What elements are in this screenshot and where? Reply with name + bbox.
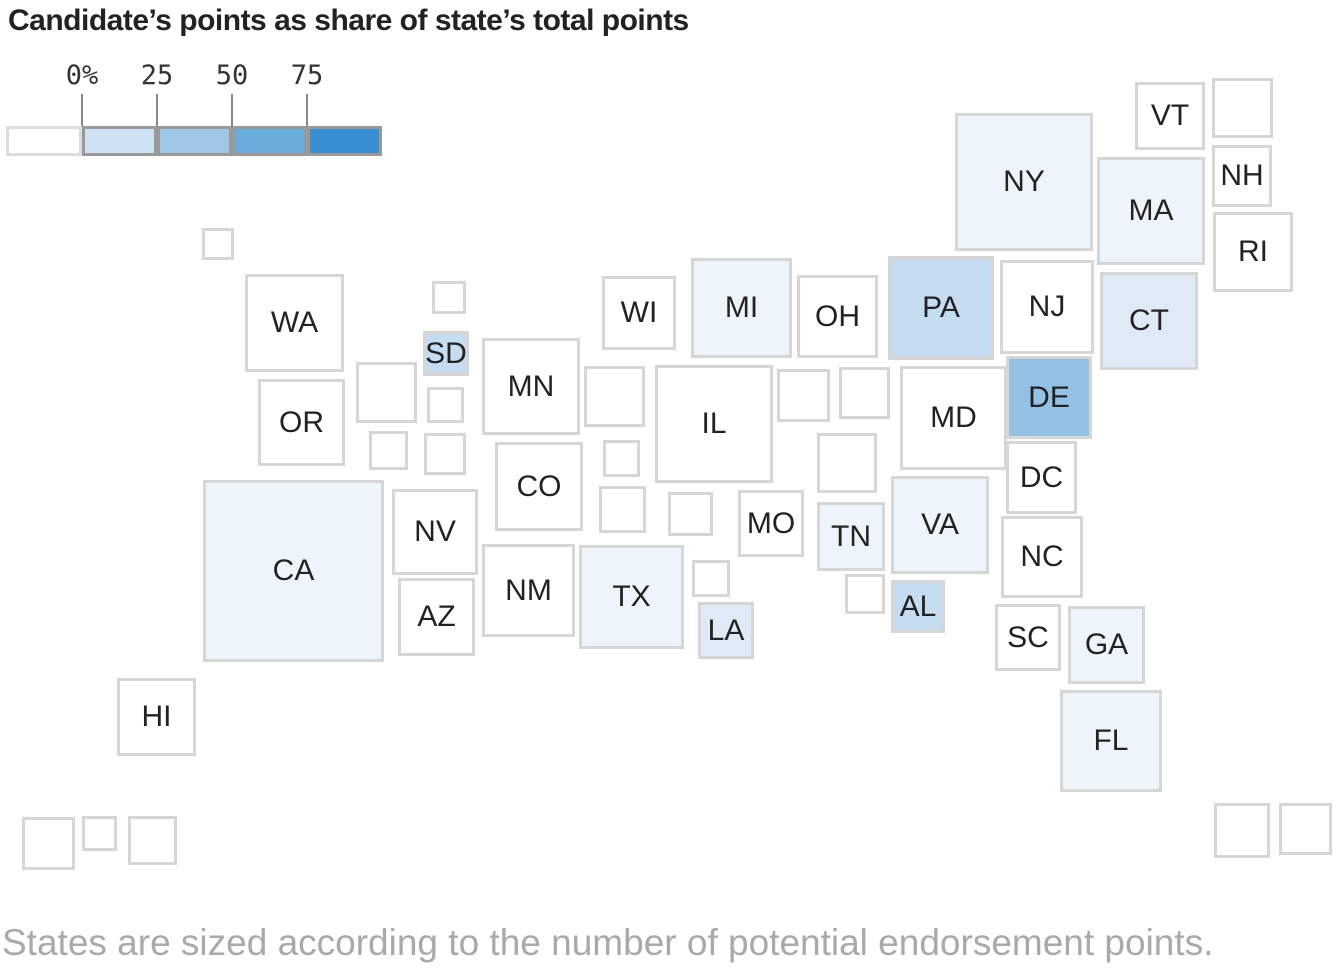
state-tile-ma: MA xyxy=(1097,157,1205,265)
chart-title: Candidate’s points as share of state’s t… xyxy=(8,4,689,37)
state-tile-ct: CT xyxy=(1100,272,1198,370)
state-tile-il: IL xyxy=(655,365,773,483)
state-tile-mo: MO xyxy=(738,490,804,557)
unlabeled-state-tile xyxy=(845,574,885,614)
legend-swatch xyxy=(157,126,232,156)
unlabeled-state-tile xyxy=(432,281,466,314)
state-tile-vt: VT xyxy=(1135,82,1205,150)
legend-tick-label: 75 xyxy=(290,60,324,91)
state-tile-mn: MN xyxy=(482,338,580,435)
state-tile-nh: NH xyxy=(1212,145,1272,207)
legend-tick-label: 50 xyxy=(215,60,249,91)
state-tile-va: VA xyxy=(891,476,989,574)
unlabeled-state-tile xyxy=(1279,803,1332,855)
unlabeled-state-tile xyxy=(1212,78,1273,138)
unlabeled-state-tile xyxy=(777,369,830,422)
unlabeled-state-tile xyxy=(668,492,713,536)
state-tile-or: OR xyxy=(258,379,345,466)
state-tile-md: MD xyxy=(900,366,1007,470)
state-tile-ny: NY xyxy=(955,113,1093,251)
state-tile-pa: PA xyxy=(888,256,994,360)
unlabeled-state-tile xyxy=(692,560,730,597)
unlabeled-state-tile xyxy=(427,387,464,423)
legend-tick xyxy=(81,94,83,126)
state-tile-sc: SC xyxy=(995,604,1061,671)
legend-tick xyxy=(156,94,158,126)
unlabeled-state-tile xyxy=(817,433,877,493)
legend-swatch xyxy=(232,126,307,156)
unlabeled-state-tile xyxy=(584,366,645,427)
unlabeled-state-tile xyxy=(599,486,646,533)
state-tile-wa: WA xyxy=(245,274,344,372)
unlabeled-state-tile xyxy=(369,431,408,470)
state-tile-az: AZ xyxy=(398,578,475,656)
state-tile-la: LA xyxy=(698,602,754,659)
state-tile-tx: TX xyxy=(579,545,684,649)
unlabeled-state-tile xyxy=(839,367,890,419)
state-tile-tn: TN xyxy=(817,502,885,571)
footnote: States are sized according to the number… xyxy=(2,922,1214,963)
unlabeled-state-tile xyxy=(356,362,417,423)
unlabeled-state-tile xyxy=(22,817,75,870)
legend-swatch xyxy=(6,126,82,156)
unlabeled-state-tile xyxy=(1214,803,1270,858)
unlabeled-state-tile xyxy=(603,440,640,477)
state-tile-nv: NV xyxy=(392,489,478,575)
unlabeled-state-tile xyxy=(82,816,117,851)
state-tile-ca: CA xyxy=(203,480,384,662)
state-tile-wi: WI xyxy=(602,276,676,350)
state-tile-de: DE xyxy=(1006,356,1092,439)
state-tile-dc: DC xyxy=(1006,441,1077,514)
legend-tick xyxy=(306,94,308,126)
legend-tick-label: 0% xyxy=(65,60,99,91)
state-tile-ga: GA xyxy=(1068,606,1145,684)
state-tile-nj: NJ xyxy=(1000,260,1094,354)
unlabeled-state-tile xyxy=(128,816,177,865)
legend-swatch xyxy=(82,126,157,156)
color-legend: 0% 25 50 75 xyxy=(0,60,400,170)
state-tile-sd: SD xyxy=(423,331,469,376)
state-tile-oh: OH xyxy=(797,275,878,358)
unlabeled-state-tile xyxy=(202,228,234,260)
state-tile-nc: NC xyxy=(1001,516,1083,598)
cartogram-map: VT NH NY MA RI WA SD WI MI OH PA NJ CT MN OR IL MD DE CO DC… xyxy=(22,78,1332,870)
legend-tick-label: 25 xyxy=(140,60,174,91)
state-tile-mi: MI xyxy=(691,258,792,358)
state-tile-hi: HI xyxy=(117,678,196,756)
legend-tick xyxy=(231,94,233,126)
legend-swatch xyxy=(307,126,382,156)
state-tile-fl: FL xyxy=(1060,690,1162,792)
unlabeled-state-tile xyxy=(424,433,466,475)
state-tile-nm: NM xyxy=(482,544,575,637)
state-tile-ri: RI xyxy=(1213,212,1293,292)
state-tile-al: AL xyxy=(891,580,945,633)
state-tile-co: CO xyxy=(495,442,583,531)
